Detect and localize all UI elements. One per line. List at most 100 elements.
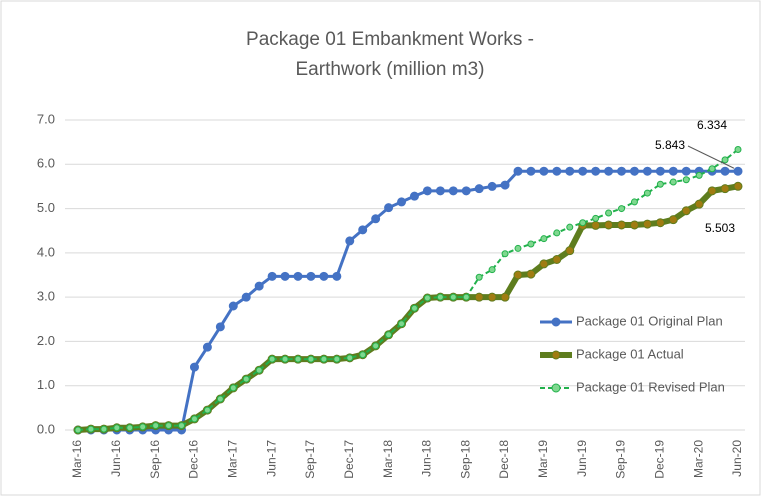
data-point [552, 255, 562, 264]
data-point [152, 422, 160, 430]
data-point [642, 219, 652, 229]
data-point [565, 246, 575, 256]
data-point [216, 395, 224, 403]
y-tick-label: 7.0 [37, 111, 55, 126]
data-point [539, 259, 549, 269]
data-point [371, 214, 381, 224]
data-point [591, 166, 601, 176]
data-point [359, 351, 367, 359]
data-point [526, 269, 536, 279]
data-point [694, 199, 704, 209]
data-point [668, 166, 678, 176]
data-point [280, 271, 290, 281]
data-point [423, 294, 431, 302]
data-point [397, 197, 407, 207]
y-tick-label: 4.0 [37, 244, 55, 259]
y-tick-label: 0.0 [37, 421, 55, 436]
data-point [643, 189, 651, 197]
y-tick-label: 1.0 [37, 377, 55, 392]
legend-label: Package 01 Actual [576, 346, 684, 361]
data-point [501, 250, 509, 258]
data-point [513, 270, 523, 280]
data-point [139, 423, 147, 431]
legend-marker [551, 317, 561, 327]
legend-marker [551, 350, 561, 360]
series-line [77, 148, 739, 431]
x-tick-label: Dec-18 [497, 440, 511, 479]
data-point [435, 186, 445, 196]
x-tick-label: Mar-16 [70, 440, 84, 478]
data-point [604, 220, 614, 230]
data-point [695, 171, 703, 179]
data-point [267, 271, 277, 281]
data-point [630, 198, 638, 206]
data-point [384, 203, 394, 213]
data-point [385, 331, 393, 339]
legend-label: Package 01 Original Plan [576, 313, 723, 328]
data-point [527, 240, 535, 248]
x-tick-label: Mar-18 [381, 440, 395, 478]
data-point [617, 166, 627, 176]
data-point [436, 293, 444, 301]
data-point [565, 166, 575, 176]
legend-marker [551, 383, 561, 393]
data-point [372, 342, 380, 350]
data-point [462, 293, 470, 301]
data-point [165, 422, 173, 430]
x-tick-label: Sep-16 [148, 440, 162, 479]
data-point [294, 355, 302, 363]
data-point [474, 292, 484, 302]
y-tick-label: 5.0 [37, 200, 55, 215]
data-point [629, 220, 639, 230]
data-point [668, 215, 678, 225]
data-point [540, 235, 548, 243]
data-point [618, 205, 626, 213]
data-point [681, 206, 691, 216]
x-tick-label: Mar-20 [691, 440, 705, 478]
data-point [255, 366, 263, 374]
data-point [655, 166, 665, 176]
series-line [77, 183, 739, 433]
data-point [513, 166, 523, 176]
data-point [500, 180, 510, 190]
data-point [229, 384, 237, 392]
data-label: 6.334 [697, 118, 727, 132]
y-tick-label: 3.0 [37, 289, 55, 304]
data-point [681, 166, 691, 176]
data-point [734, 145, 742, 153]
data-label: 5.503 [705, 221, 735, 235]
y-tick-label: 2.0 [37, 333, 55, 348]
data-point [189, 362, 199, 372]
data-point [578, 166, 588, 176]
data-point [733, 166, 743, 176]
chart-title: Earthwork (million m3) [296, 59, 485, 80]
data-point [605, 209, 613, 217]
data-point [398, 320, 406, 328]
data-point [422, 186, 432, 196]
series-line [78, 169, 738, 432]
data-point [461, 186, 471, 196]
leader-line [687, 145, 735, 169]
data-point [126, 424, 134, 432]
data-point [655, 218, 665, 228]
data-point [346, 354, 354, 362]
data-point [500, 292, 510, 302]
data-point [682, 176, 690, 184]
x-tick-label: Sep-17 [303, 440, 317, 479]
chart-title: Package 01 Embankment Works - [246, 29, 534, 50]
data-point [733, 181, 743, 191]
data-point [358, 225, 368, 235]
data-point [514, 244, 522, 252]
data-point [332, 271, 342, 281]
data-point [707, 186, 717, 196]
data-point [409, 191, 419, 201]
y-tick-label: 6.0 [37, 156, 55, 171]
data-point [526, 166, 536, 176]
data-point [656, 180, 664, 188]
data-point [449, 293, 457, 301]
data-point [268, 355, 276, 363]
data-point [487, 292, 497, 302]
data-point [487, 181, 497, 191]
data-point [448, 186, 458, 196]
